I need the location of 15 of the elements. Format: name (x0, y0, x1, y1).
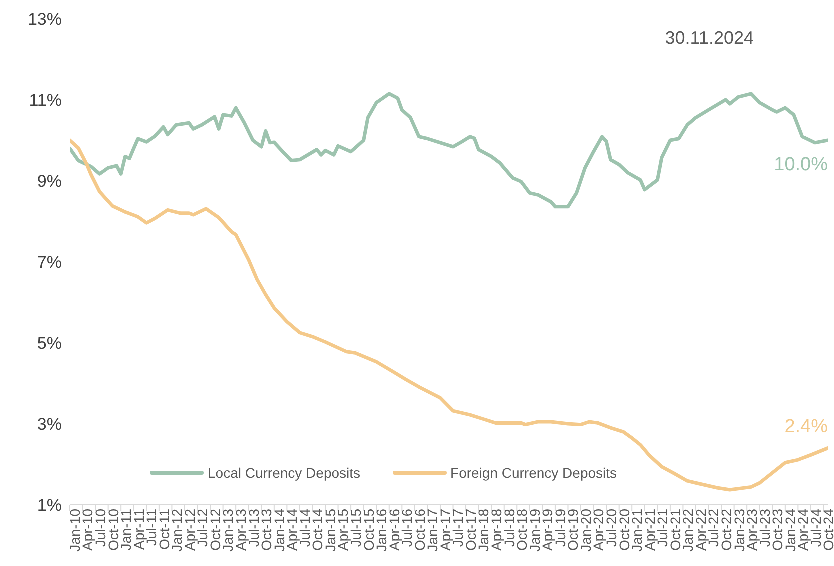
y-tick-label: 3% (37, 415, 62, 434)
text: 30.11.2024 (665, 28, 754, 49)
x-tick-label: Oct-24 (820, 508, 834, 552)
y-tick-label: 7% (37, 253, 62, 272)
y-tick-label: 13% (28, 10, 62, 30)
y-tick-label: 5% (37, 334, 62, 354)
y-tick-label: 9% (37, 172, 62, 192)
line-series (70, 92, 828, 209)
data-label: 10.0% (774, 154, 828, 176)
line-series (70, 138, 828, 492)
data-label: 2.4% (784, 416, 828, 438)
legend-label: Local Currency Deposits (208, 465, 361, 481)
y-tick-label: 1% (37, 496, 62, 516)
y-tick-label: 11% (29, 91, 62, 110)
legend-label: Foreign Currency Deposits (450, 465, 618, 481)
